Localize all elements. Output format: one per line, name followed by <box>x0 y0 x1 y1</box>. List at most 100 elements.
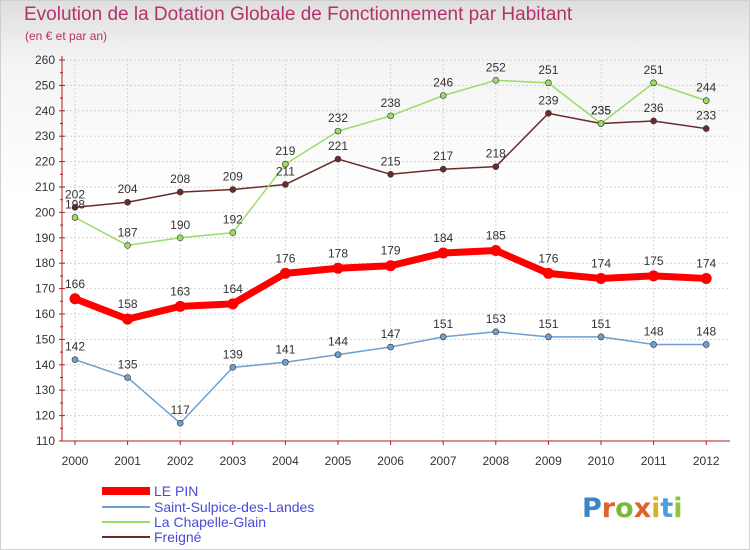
y-tick-label: 200 <box>35 205 55 219</box>
data-label-la-chapelle-glain: 251 <box>644 63 664 77</box>
data-label-saint-sulpice-des-landes: 147 <box>381 327 401 341</box>
data-label-saint-sulpice-des-landes: 117 <box>171 403 190 417</box>
data-label-saint-sulpice-des-landes: 148 <box>696 324 716 338</box>
data-label-saint-sulpice-des-landes: 153 <box>486 312 506 326</box>
x-tick-label: 2009 <box>535 454 562 468</box>
data-point-le-pin <box>332 262 344 274</box>
logo-letter: x <box>634 493 651 524</box>
data-point-le-pin <box>385 260 397 272</box>
data-point-saint-sulpice-des-landes <box>282 358 289 366</box>
data-label-freigne: 211 <box>276 164 295 178</box>
data-label-freigne: 236 <box>644 101 664 115</box>
data-point-freigne <box>71 204 79 211</box>
data-label-la-chapelle-glain: 192 <box>223 213 243 227</box>
data-point-la-chapelle-glain <box>492 77 500 84</box>
data-label-freigne: 202 <box>65 187 85 201</box>
data-point-saint-sulpice-des-landes <box>176 419 184 427</box>
x-tick-label: 2000 <box>62 454 89 468</box>
series-lines <box>69 77 712 427</box>
data-point-saint-sulpice-des-landes <box>334 351 342 358</box>
data-point-la-chapelle-glain <box>545 79 552 87</box>
data-label-le-pin: 175 <box>644 254 664 268</box>
data-point-la-chapelle-glain <box>229 229 237 237</box>
data-point-le-pin <box>437 247 449 259</box>
proxiti-logo: Proxiti <box>582 493 683 524</box>
data-point-saint-sulpice-des-landes <box>545 333 552 341</box>
data-label-la-chapelle-glain: 244 <box>696 81 716 95</box>
data-point-la-chapelle-glain <box>334 127 342 135</box>
x-tick-label: 2002 <box>167 454 194 468</box>
legend-label-saint-sulpice-des-landes: Saint-Sulpice-des-Landes <box>154 499 314 515</box>
y-tick-label: 140 <box>35 358 55 372</box>
data-point-le-pin <box>542 267 554 279</box>
data-label-le-pin: 185 <box>486 229 506 243</box>
x-tick-label: 2012 <box>693 454 720 468</box>
data-point-saint-sulpice-des-landes <box>702 341 710 348</box>
data-label-freigne: 239 <box>538 93 558 107</box>
x-tick-label: 2007 <box>430 454 457 468</box>
data-label-saint-sulpice-des-landes: 144 <box>328 335 348 349</box>
data-point-la-chapelle-glain <box>387 112 394 120</box>
legend-label-la-chapelle-glain: La Chapelle-Glain <box>154 514 266 530</box>
data-label-saint-sulpice-des-landes: 148 <box>644 324 664 338</box>
data-label-saint-sulpice-des-landes: 151 <box>538 317 558 331</box>
y-tick-label: 120 <box>35 409 55 423</box>
data-point-le-pin <box>69 293 81 305</box>
data-label-la-chapelle-glain: 235 <box>591 104 611 118</box>
x-tick-label: 2010 <box>588 454 615 468</box>
y-tick-label: 170 <box>35 282 55 296</box>
chart-subtitle: (en € et par an) <box>25 29 108 43</box>
y-tick-label: 220 <box>35 155 55 169</box>
data-point-freigne <box>650 117 657 125</box>
data-labels: 166 158 163 164 176 178 179 184 185 176 174 175 174 1… <box>65 60 717 417</box>
data-point-le-pin <box>648 270 660 282</box>
axes: 110 120 130 140 150 160 170 180 190 200 210 220 230 2… <box>35 53 730 468</box>
data-point-le-pin <box>174 300 186 312</box>
data-label-freigne: 221 <box>328 139 348 153</box>
logo-letter: r <box>602 493 616 524</box>
data-point-freigne <box>334 155 342 163</box>
logo-letter: P <box>582 493 602 524</box>
data-label-la-chapelle-glain: 219 <box>275 144 295 158</box>
y-tick-label: 190 <box>35 231 55 245</box>
data-label-le-pin: 176 <box>538 251 558 265</box>
data-label-le-pin: 184 <box>433 231 453 245</box>
data-point-saint-sulpice-des-landes <box>387 343 394 351</box>
data-label-le-pin: 174 <box>696 256 716 270</box>
x-tick-label: 2003 <box>219 454 246 468</box>
data-label-la-chapelle-glain: 252 <box>486 60 506 74</box>
y-tick-label: 240 <box>35 104 55 118</box>
data-point-saint-sulpice-des-landes <box>597 333 605 341</box>
logo-letter: i <box>673 493 682 524</box>
data-point-le-pin <box>700 272 712 284</box>
data-label-le-pin: 158 <box>118 297 138 311</box>
data-point-le-pin <box>122 313 134 325</box>
data-label-saint-sulpice-des-landes: 142 <box>65 340 85 354</box>
data-point-le-pin <box>595 272 607 284</box>
y-tick-label: 250 <box>35 78 55 92</box>
x-tick-label: 2001 <box>114 454 141 468</box>
data-label-la-chapelle-glain: 246 <box>433 76 453 90</box>
data-label-freigne: 217 <box>433 149 453 163</box>
data-label-freigne: 204 <box>118 182 138 196</box>
data-point-freigne <box>176 188 184 196</box>
legend-label-le-pin: LE PIN <box>154 483 198 499</box>
data-label-freigne: 235 <box>591 104 611 118</box>
data-point-le-pin <box>279 267 291 279</box>
data-label-freigne: 209 <box>223 170 243 184</box>
data-point-saint-sulpice-des-landes <box>439 333 447 341</box>
data-label-le-pin: 176 <box>275 251 295 265</box>
data-label-freigne: 218 <box>486 147 506 161</box>
data-label-freigne: 208 <box>170 172 190 186</box>
data-label-le-pin: 178 <box>328 246 348 260</box>
legend-label-freigne: Freigné <box>154 529 202 545</box>
x-tick-label: 2004 <box>272 454 299 468</box>
data-label-saint-sulpice-des-landes: 139 <box>223 347 243 361</box>
data-label-le-pin: 174 <box>591 256 611 270</box>
data-point-freigne <box>439 165 447 173</box>
data-label-saint-sulpice-des-landes: 151 <box>591 317 611 331</box>
data-point-la-chapelle-glain <box>282 160 289 168</box>
data-point-saint-sulpice-des-landes <box>229 364 237 371</box>
data-point-la-chapelle-glain <box>71 214 79 221</box>
